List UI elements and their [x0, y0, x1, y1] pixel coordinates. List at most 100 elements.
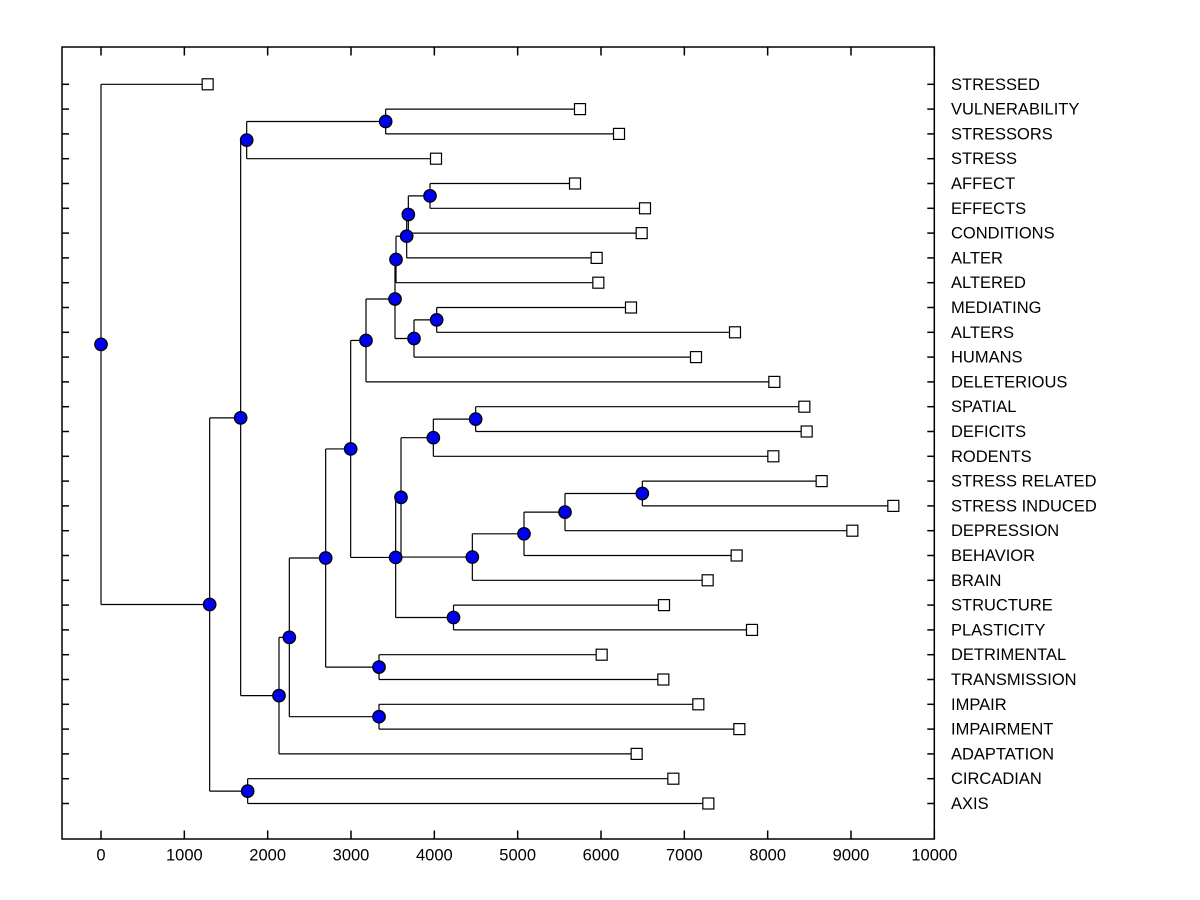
leaf-marker-circadian — [667, 772, 680, 785]
leaf-marker-plasticity — [745, 623, 759, 637]
internal-node-marker — [388, 550, 403, 565]
internal-node-marker — [372, 660, 386, 674]
leaf-label-stress: STRESS — [951, 150, 1017, 168]
leaf-label-impairment: IMPAIRMENT — [951, 721, 1053, 739]
leaf-label-axis: AXIS — [951, 795, 989, 813]
internal-node-marker — [558, 505, 572, 519]
leaf-label-effects: EFFECTS — [951, 200, 1026, 218]
internal-node-marker — [394, 490, 408, 505]
internal-node-marker — [94, 337, 108, 352]
leaf-label-stress-related: STRESS RELATED — [951, 473, 1097, 491]
leaf-marker-affect — [568, 177, 582, 190]
internal-node-marker — [389, 252, 403, 267]
x-tick-label-8000: 8000 — [749, 847, 786, 865]
internal-node-marker — [372, 709, 386, 724]
internal-node-marker — [426, 430, 441, 445]
leaf-label-deficits: DEFICITS — [951, 423, 1026, 441]
leaf-label-affect: AFFECT — [951, 175, 1015, 193]
leaf-label-structure: STRUCTURE — [951, 597, 1053, 615]
internal-node-marker — [517, 526, 531, 541]
leaf-marker-structure — [657, 598, 671, 612]
internal-node-marker — [378, 114, 393, 129]
leaf-label-behavior: BEHAVIOR — [951, 547, 1035, 565]
internal-node-marker — [446, 610, 461, 625]
leaf-label-impair: IMPAIR — [951, 696, 1007, 714]
leaf-label-plasticity: PLASTICITY — [951, 621, 1045, 639]
leaf-label-alters: ALTERS — [951, 324, 1014, 342]
leaf-marker-conditions — [635, 227, 648, 240]
leaf-marker-detrimental — [595, 648, 608, 661]
internal-node-marker — [423, 189, 437, 203]
internal-node-marker — [202, 597, 217, 612]
x-tick-label-4000: 4000 — [416, 847, 453, 865]
markers-group — [94, 78, 900, 810]
internal-node-marker — [399, 229, 414, 244]
leaf-marker-alter — [590, 251, 603, 264]
leaf-label-spatial: SPATIAL — [951, 398, 1016, 416]
leaf-label-stressors: STRESSORS — [951, 125, 1053, 143]
x-tick-label-1000: 1000 — [166, 847, 203, 865]
leaf-marker-stress-induced — [887, 499, 900, 512]
internal-node-marker — [343, 442, 358, 456]
leaf-label-humans: HUMANS — [951, 349, 1023, 367]
internal-node-marker — [240, 784, 255, 798]
leaf-label-deleterious: DELETERIOUS — [951, 373, 1067, 391]
leaf-marker-axis — [702, 797, 715, 810]
leaf-label-stress-induced: STRESS INDUCED — [951, 497, 1097, 515]
leaf-marker-humans — [689, 351, 703, 364]
axes-group — [62, 47, 936, 839]
leaf-label-vulnerability: VULNERABILITY — [951, 101, 1079, 119]
leaf-marker-impairment — [733, 722, 746, 736]
leaf-label-stressed: STRESSED — [951, 76, 1040, 94]
x-tick-label-5000: 5000 — [499, 847, 536, 865]
internal-node-marker — [359, 333, 373, 348]
leaf-label-mediating: MEDIATING — [951, 299, 1041, 317]
x-tick-label-9000: 9000 — [833, 847, 870, 865]
leaf-marker-rodents — [767, 450, 780, 463]
leaf-marker-deficits — [800, 425, 813, 438]
leaf-label-alter: ALTER — [951, 249, 1003, 267]
internal-node-marker — [239, 133, 254, 147]
leaf-label-detrimental: DETRIMENTAL — [951, 646, 1066, 664]
leaf-label-circadian: CIRCADIAN — [951, 770, 1042, 788]
leaf-marker-alters — [728, 326, 742, 339]
leaf-marker-altered — [592, 276, 605, 289]
leaf-marker-impair — [692, 698, 705, 711]
internal-node-marker — [233, 411, 248, 425]
internal-node-marker — [465, 550, 480, 564]
leaf-label-transmission: TRANSMISSION — [951, 671, 1077, 689]
leaf-marker-brain — [701, 574, 714, 587]
leaf-label-altered: ALTERED — [951, 274, 1026, 292]
internal-node-marker — [468, 412, 483, 426]
leaf-marker-effects — [638, 202, 652, 215]
leaf-marker-vulnerability — [573, 102, 587, 116]
internal-node-marker — [272, 688, 286, 703]
leaf-label-brain: BRAIN — [951, 572, 1001, 590]
labels-group: 0 1000 2000 3000 4000 5000 6000 7000 8000 9000 100… — [96, 76, 1096, 865]
internal-node-marker — [429, 313, 444, 327]
internal-node-marker — [407, 331, 421, 346]
leaf-marker-stress — [429, 152, 443, 165]
leaf-marker-spatial — [798, 400, 811, 413]
leaf-marker-stressors — [612, 127, 626, 140]
x-tick-label-3000: 3000 — [333, 847, 370, 865]
x-tick-label-0: 0 — [96, 847, 105, 865]
x-tick-label-10000: 10000 — [911, 847, 957, 865]
leaf-marker-depression — [846, 524, 859, 537]
x-tick-label-6000: 6000 — [583, 847, 620, 865]
branches-group — [100, 83, 894, 805]
leaf-marker-behavior — [730, 549, 743, 562]
leaf-marker-transmission — [657, 673, 670, 686]
leaf-marker-deleterious — [768, 375, 781, 388]
plot-frame — [61, 46, 936, 840]
leaf-marker-adaptation — [630, 747, 643, 761]
internal-node-marker — [635, 486, 650, 501]
leaf-label-depression: DEPRESSION — [951, 522, 1059, 540]
leaf-label-rodents: RODENTS — [951, 448, 1032, 466]
internal-node-marker — [388, 292, 402, 306]
internal-node-marker — [401, 207, 416, 222]
leaf-marker-mediating — [624, 301, 638, 314]
leaf-label-conditions: CONDITIONS — [951, 225, 1055, 243]
